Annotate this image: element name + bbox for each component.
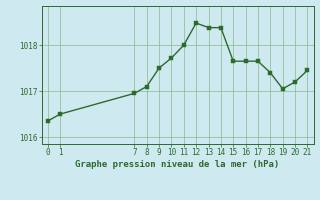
X-axis label: Graphe pression niveau de la mer (hPa): Graphe pression niveau de la mer (hPa) (76, 160, 280, 169)
